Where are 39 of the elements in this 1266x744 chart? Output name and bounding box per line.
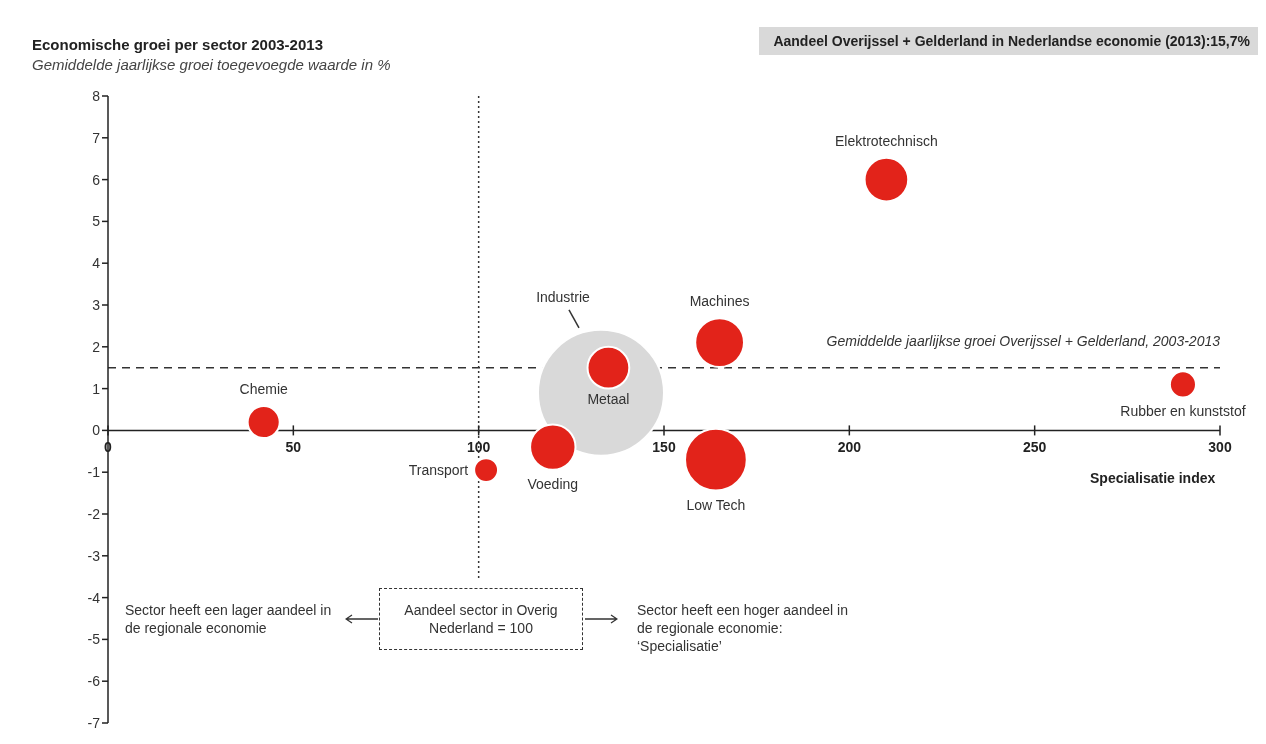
- y-tick-label: -4: [87, 589, 101, 606]
- y-tick-label: 3: [92, 296, 101, 313]
- y-tick-label: 8: [92, 87, 101, 104]
- series-label: Rubber en kunststof: [1120, 403, 1246, 420]
- series-label: Elektrotechnisch: [835, 132, 938, 149]
- chart-title: Economische groei per sector 2003-2013: [32, 36, 323, 53]
- y-tick-label: 1: [92, 380, 101, 397]
- x-tick-label: 50: [285, 439, 302, 456]
- series-label: Industrie: [536, 288, 591, 305]
- y-tick-label: -5: [87, 631, 101, 648]
- ref-line-label: Gemiddelde jaarlijkse groei Overijssel + Gelderland, 2003-2013: [826, 332, 1221, 349]
- annotation: Sector heeft een hoger aandeel in de regionale economie: ‘Specialisatie’: [637, 601, 849, 655]
- x-tick-label: 250: [1022, 439, 1047, 456]
- y-tick-label: -3: [87, 547, 101, 564]
- y-tick-label: 5: [92, 213, 101, 230]
- text: Aandeel Overijssel + Gelderland in Nederlandse economie (2013):15,7%: [759, 27, 1258, 55]
- annotation: Sector heeft een lager aandeel in de regionale economie: [125, 601, 333, 637]
- y-tick-label: 0: [92, 422, 101, 439]
- x-tick-label: 200: [837, 439, 862, 456]
- x-tick-label: 100: [466, 439, 491, 456]
- y-tick-label: 6: [92, 171, 101, 188]
- chart-subtitle: Gemiddelde jaarlijkse groei toegevoegde waarde in %: [32, 56, 391, 73]
- series-label: Transport: [408, 462, 469, 479]
- x-axis-title: Specialisatie index: [1090, 470, 1216, 486]
- annotation: Aandeel sector in Overig Nederland = 100: [379, 588, 583, 650]
- y-tick-label: -6: [87, 673, 101, 690]
- series-label: Machines: [689, 293, 750, 310]
- y-tick-label: -1: [87, 464, 101, 481]
- y-tick-label: 4: [92, 255, 101, 272]
- x-tick-label: 150: [652, 439, 676, 456]
- x-tick-label: 300: [1208, 439, 1232, 456]
- y-tick-label: -7: [87, 714, 101, 731]
- y-tick-label: 7: [92, 129, 101, 146]
- y-tick-label: 2: [92, 338, 101, 355]
- series-label: Metaal: [587, 390, 630, 407]
- series-label: Low Tech: [686, 496, 746, 513]
- y-tick-label: -2: [87, 505, 101, 522]
- series-label: Voeding: [527, 475, 579, 492]
- series-label: Chemie: [239, 380, 289, 397]
